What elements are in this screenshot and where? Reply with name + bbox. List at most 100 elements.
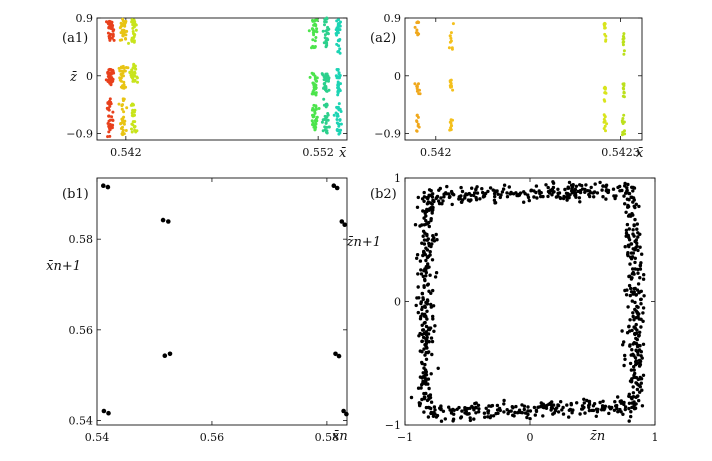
data-point (496, 411, 500, 415)
data-point (528, 409, 533, 413)
data-point (324, 105, 328, 109)
data-point (622, 82, 626, 86)
data-point (432, 329, 436, 333)
data-point (107, 119, 111, 123)
data-point (429, 189, 433, 193)
y-axis-label: x̄n+1 (46, 259, 81, 274)
data-point (575, 401, 579, 405)
data-point (636, 235, 640, 239)
data-point (111, 118, 115, 122)
y-tick-label: 0.9 (384, 12, 402, 25)
data-point (628, 293, 632, 298)
data-point (635, 381, 639, 385)
data-point (476, 403, 481, 407)
data-point (429, 400, 434, 404)
data-point (422, 410, 426, 414)
data-point (606, 188, 611, 193)
data-point (325, 131, 329, 135)
data-point (437, 188, 441, 192)
data-point (592, 195, 596, 199)
data-point (604, 197, 608, 201)
data-point (425, 248, 430, 252)
data-point (589, 185, 593, 190)
data-point (583, 190, 587, 194)
data-point (312, 72, 316, 76)
y-tick-label: 0 (86, 70, 93, 83)
data-point (534, 184, 539, 188)
data-point (425, 317, 429, 321)
data-point (110, 20, 114, 24)
data-point (324, 121, 328, 125)
panel-label: (b1) (62, 187, 89, 202)
data-point (423, 305, 427, 309)
plot-frame (96, 17, 348, 141)
data-point (633, 239, 637, 244)
data-point (418, 88, 421, 92)
data-point (439, 407, 443, 412)
panel-label: (b2) (370, 187, 397, 202)
data-point (336, 50, 340, 54)
data-point (451, 22, 455, 26)
panel-b1: (b1)0.54 0.56 0.580.540.560.58x̄nx̄n+1 (46, 177, 349, 444)
data-point (578, 412, 582, 416)
data-point (573, 191, 578, 195)
data-point (119, 73, 123, 76)
data-point (427, 397, 431, 401)
data-point (450, 85, 453, 89)
data-point (639, 261, 643, 265)
data-point (424, 270, 428, 275)
data-point (336, 90, 340, 94)
data-point (522, 404, 527, 408)
data-point (492, 198, 497, 202)
data-point (477, 410, 481, 414)
data-point (166, 219, 171, 224)
data-point (490, 403, 495, 408)
data-point (131, 79, 135, 83)
data-point (603, 119, 607, 123)
data-point (424, 370, 428, 374)
data-point (325, 38, 329, 42)
data-point (464, 192, 468, 196)
data-point (160, 217, 166, 223)
data-point (439, 196, 443, 200)
data-point (498, 408, 502, 413)
data-point (428, 273, 432, 277)
data-point (311, 121, 315, 125)
data-point (468, 416, 472, 420)
data-point (105, 184, 111, 190)
data-point (511, 413, 515, 417)
data-point (611, 187, 616, 191)
data-points (413, 20, 627, 137)
data-point (536, 405, 540, 409)
data-point (414, 303, 418, 308)
data-point (315, 119, 319, 123)
data-point (475, 191, 480, 195)
data-point (622, 363, 626, 368)
data-point (598, 400, 602, 405)
data-point (423, 379, 427, 384)
data-point (535, 196, 539, 200)
data-point (423, 253, 428, 257)
data-point (483, 415, 487, 419)
data-point (622, 340, 626, 344)
data-point (314, 93, 318, 97)
data-point (311, 18, 314, 22)
data-point (308, 75, 312, 79)
data-point (334, 28, 338, 32)
data-point (315, 27, 319, 31)
data-point (112, 38, 116, 42)
data-point (466, 198, 471, 202)
data-point (422, 285, 426, 289)
data-point (427, 224, 431, 229)
data-point (565, 403, 569, 407)
data-point (554, 195, 559, 199)
data-point (550, 187, 555, 191)
data-point (496, 192, 500, 196)
data-point (620, 133, 624, 137)
data-point (313, 39, 317, 43)
data-point (527, 198, 531, 203)
data-point (109, 102, 113, 106)
data-point (556, 403, 560, 407)
data-point (431, 414, 436, 418)
data-point (132, 74, 136, 78)
